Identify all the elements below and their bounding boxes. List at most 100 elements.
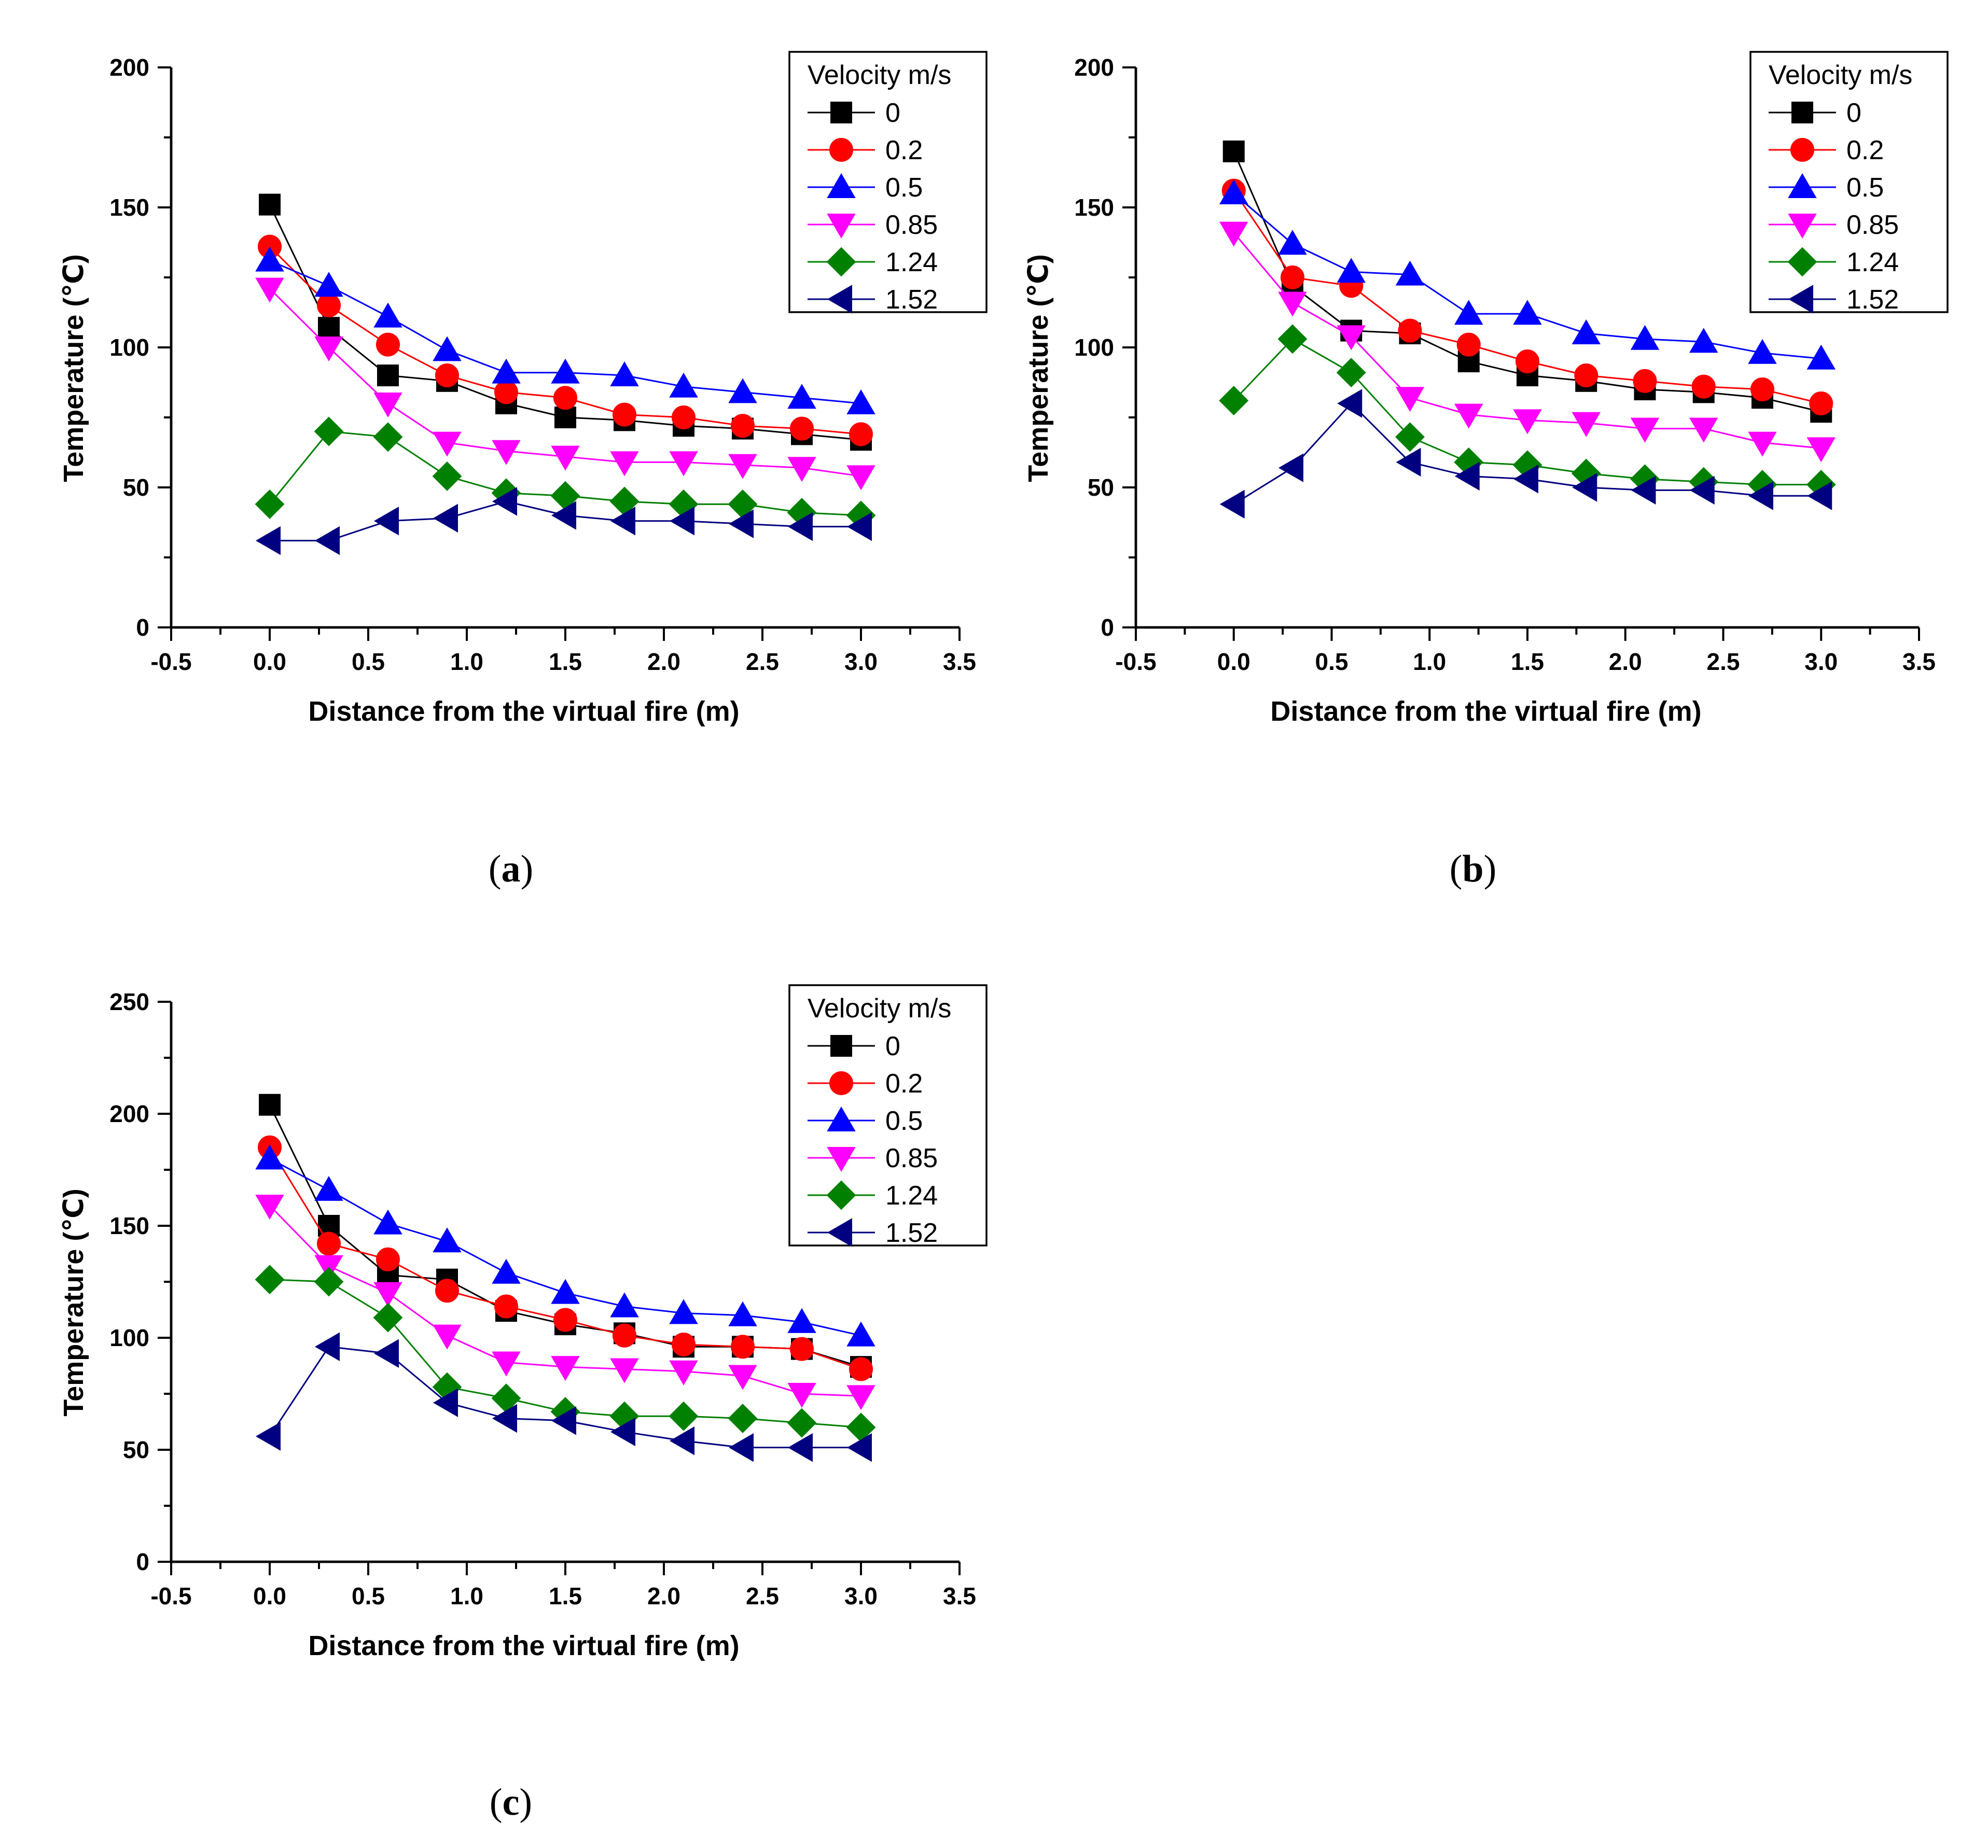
data-point xyxy=(255,277,284,303)
data-point xyxy=(610,1417,635,1447)
x-tick-label: 2.0 xyxy=(647,1583,680,1609)
y-tick-label: 250 xyxy=(109,988,149,1015)
data-point xyxy=(492,1404,517,1433)
caption-close-paren: ) xyxy=(521,848,534,890)
legend-marker xyxy=(830,1035,852,1057)
legend-marker xyxy=(1791,102,1813,123)
legend-label: 1.52 xyxy=(1846,285,1899,315)
caption-open-paren: ( xyxy=(490,1781,503,1824)
legend-marker xyxy=(827,1147,856,1172)
caption-close-paren: ) xyxy=(519,1781,532,1824)
data-point xyxy=(373,393,402,417)
data-point xyxy=(728,378,757,403)
series-1_52 xyxy=(256,487,872,555)
data-point xyxy=(731,1335,755,1359)
chart-panel-b: -0.5 0.0 0.5 1.0 1.5 2.0 2.5 3.0 3.5 0 50 100 150 200… xyxy=(1023,51,1949,890)
series-0_85 xyxy=(255,1195,875,1410)
legend-marker xyxy=(827,285,852,314)
y-tick-label: 150 xyxy=(109,1212,149,1239)
legend-label: 0.2 xyxy=(885,135,923,165)
series-0_2 xyxy=(258,1135,873,1381)
data-point xyxy=(728,1404,758,1433)
data-point xyxy=(1748,431,1777,457)
data-point xyxy=(494,1294,518,1319)
legend-marker xyxy=(1788,214,1817,239)
series-0_2 xyxy=(1221,178,1833,415)
legend-label: 1.24 xyxy=(1846,247,1899,277)
legend-marker xyxy=(1788,285,1813,314)
x-axis-title: Distance from the virtual fire (m) xyxy=(308,1630,739,1661)
data-point xyxy=(255,1265,285,1295)
data-point xyxy=(787,1408,817,1438)
x-tick-label: 0.0 xyxy=(253,1583,286,1609)
y-tick-label: 50 xyxy=(123,1436,149,1463)
legend-label: 0.85 xyxy=(1846,210,1899,240)
data-point xyxy=(435,1279,459,1303)
legend: Velocity m/s 0 0.2 0.5 0.85 1.24 1.52 xyxy=(788,984,988,1248)
data-point xyxy=(551,1279,580,1304)
data-point xyxy=(318,317,340,339)
data-point xyxy=(847,512,872,541)
data-point xyxy=(314,272,343,297)
caption-close-paren: ) xyxy=(1484,848,1497,890)
legend-marker xyxy=(1788,173,1817,198)
legend-marker xyxy=(826,247,856,277)
data-point xyxy=(790,416,814,441)
data-point xyxy=(314,1175,343,1201)
panel-caption: (c) xyxy=(490,1781,532,1824)
legend-marker xyxy=(827,1218,852,1247)
data-point xyxy=(613,1323,636,1348)
x-tick-label: 2.0 xyxy=(647,648,680,675)
x-tick-label: 1.5 xyxy=(549,1583,582,1609)
data-point xyxy=(1396,447,1421,477)
x-tick-label: 2.5 xyxy=(746,1583,779,1609)
y-tick-label: 200 xyxy=(109,1100,149,1127)
legend-title: Velocity m/s xyxy=(808,60,951,90)
data-point xyxy=(1689,328,1718,353)
data-point xyxy=(787,384,816,409)
legend-label: 0.85 xyxy=(885,210,938,240)
data-point xyxy=(1748,481,1773,510)
data-point xyxy=(610,451,639,477)
data-point xyxy=(433,431,462,457)
chart-panel-c: -0.5 0.0 0.5 1.0 1.5 2.0 2.5 3.0 3.5 0 50 100 150 200… xyxy=(58,984,988,1824)
panel-caption: (b) xyxy=(1450,848,1496,890)
data-point xyxy=(492,1258,521,1284)
data-point xyxy=(669,1360,698,1385)
x-tick-label: 3.0 xyxy=(844,1583,878,1609)
x-tick-label: -0.5 xyxy=(150,1583,191,1609)
x-tick-label: 3.5 xyxy=(943,648,976,675)
legend-marker xyxy=(830,102,852,123)
data-point xyxy=(669,372,698,398)
data-point xyxy=(1809,391,1833,415)
data-point xyxy=(317,293,341,317)
y-tick-label: 150 xyxy=(1074,194,1114,221)
data-point xyxy=(1630,325,1660,350)
data-point xyxy=(373,422,403,452)
data-point xyxy=(672,405,696,429)
x-tick-label: 3.5 xyxy=(943,1583,976,1609)
data-point xyxy=(1806,344,1836,370)
legend-label: 1.52 xyxy=(885,285,938,315)
data-point xyxy=(317,1231,341,1256)
legend: Velocity m/s 0 0.2 0.5 0.85 1.24 1.52 xyxy=(1749,51,1949,315)
data-point xyxy=(669,1299,698,1324)
y-tick-label: 150 xyxy=(109,194,149,221)
series-1_52 xyxy=(256,1332,872,1462)
data-point xyxy=(433,1324,462,1350)
x-tick-label: 0.0 xyxy=(1217,648,1250,675)
data-point xyxy=(669,1401,699,1431)
data-point xyxy=(433,1388,458,1418)
data-point xyxy=(1750,377,1774,401)
data-point xyxy=(1807,481,1832,510)
data-point xyxy=(1395,422,1425,452)
data-point xyxy=(1278,291,1307,317)
y-tick-label: 50 xyxy=(123,474,149,501)
data-point xyxy=(492,440,521,465)
series-0_2 xyxy=(258,234,873,446)
data-point xyxy=(373,1209,402,1235)
data-point xyxy=(1572,412,1601,437)
legend-box xyxy=(1749,51,1949,313)
data-point xyxy=(259,1094,281,1116)
legend-label: 0 xyxy=(1846,98,1861,128)
